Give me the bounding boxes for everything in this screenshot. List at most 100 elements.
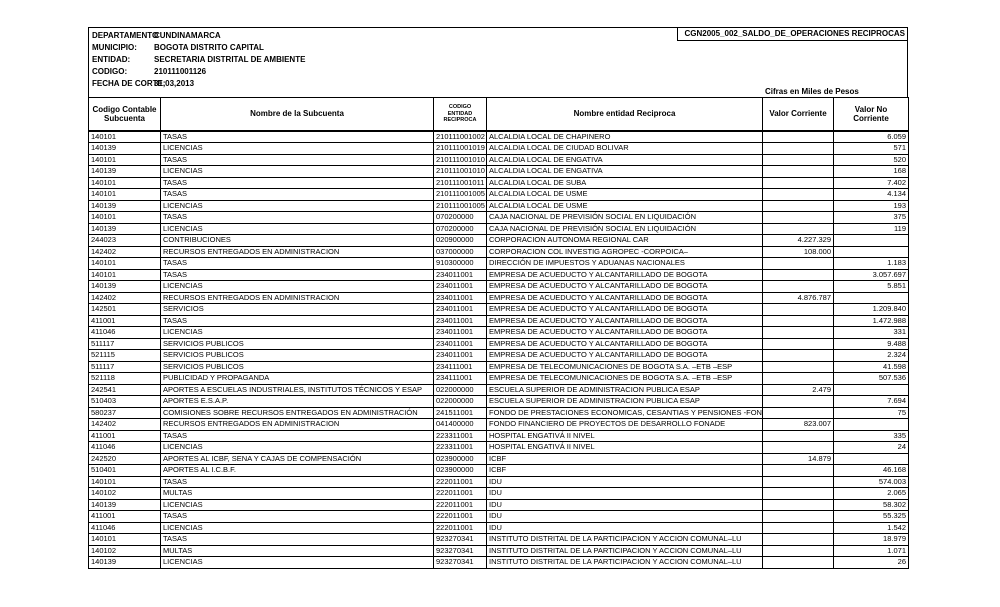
cell-valor-corriente (762, 395, 834, 408)
cell-valor-no-corriente: 6.059 (833, 130, 909, 143)
cell-valor-corriente (762, 257, 834, 270)
cell-codigo-entidad-reciproca: 234011001 (433, 268, 487, 281)
cell-nombre-subcuenta: LICENCIAS (160, 199, 434, 212)
cell-valor-corriente (762, 165, 834, 178)
cell-codigo-subcuenta: 140139 (88, 222, 161, 235)
meta-row-codigo: CODIGO: 210111001126 (92, 66, 907, 78)
cell-nombre-entidad-reciproca: ALCALDIA LOCAL DE USME (486, 199, 763, 212)
col-header-valor-no-corriente: Valor No Corriente (833, 97, 909, 132)
cell-codigo-entidad-reciproca: 222011001 (433, 498, 487, 511)
cell-nombre-subcuenta: TASAS (160, 314, 434, 327)
cell-nombre-entidad-reciproca: EMPRESA DE TELECOMUNICACIONES DE BOGOTA … (486, 360, 763, 373)
cell-nombre-entidad-reciproca: IDU (486, 510, 763, 523)
cell-nombre-entidad-reciproca: EMPRESA DE ACUEDUCTO Y ALCANTARILLADO DE… (486, 337, 763, 350)
cell-codigo-entidad-reciproca: 022000000 (433, 395, 487, 408)
col-header-codigo-entidad-reciproca: CODIGO ENTIDAD RECIPROCA (433, 97, 487, 132)
cell-codigo-entidad-reciproca: 223311001 (433, 429, 487, 442)
meta-label: MUNICIPIO: (92, 43, 137, 52)
cell-valor-corriente (762, 429, 834, 442)
cell-valor-corriente (762, 268, 834, 281)
cell-nombre-entidad-reciproca: ESCUELA SUPERIOR DE ADMINISTRACION PUBLI… (486, 395, 763, 408)
table-row: 242520 APORTES AL ICBF, SENA Y CAJAS DE … (88, 452, 909, 465)
cell-valor-no-corriente: 1.472.988 (833, 314, 909, 327)
cell-nombre-subcuenta: TASAS (160, 130, 434, 143)
cell-codigo-entidad-reciproca: 234011001 (433, 280, 487, 293)
cell-valor-no-corriente: 1.542 (833, 521, 909, 534)
table-row: 521118 PUBLICIDAD Y PROPAGANDA 234111001… (88, 372, 909, 385)
cell-valor-corriente (762, 349, 834, 362)
cell-codigo-entidad-reciproca: 210111001011 (433, 176, 487, 189)
cell-valor-no-corriente: 119 (833, 222, 909, 235)
cell-codigo-subcuenta: 140101 (88, 533, 161, 546)
cell-codigo-subcuenta: 411001 (88, 314, 161, 327)
cell-nombre-subcuenta: RECURSOS ENTREGADOS EN ADMINISTRACION (160, 291, 434, 304)
cell-valor-no-corriente: 24 (833, 441, 909, 454)
cell-nombre-subcuenta: LICENCIAS (160, 521, 434, 534)
table-row: 140139 LICENCIAS 070200000 CAJA NACIONAL… (88, 222, 909, 235)
cell-codigo-entidad-reciproca: 210111001005 (433, 199, 487, 212)
cell-codigo-subcuenta: 140139 (88, 498, 161, 511)
table-row: 411001 TASAS 222011001 IDU 55.325 (88, 510, 909, 523)
table-row: 411046 LICENCIAS 223311001 HOSPITAL ENGA… (88, 441, 909, 454)
table-row: 411046 LICENCIAS 234011001 EMPRESA DE AC… (88, 326, 909, 339)
cell-codigo-entidad-reciproca: 923270341 (433, 533, 487, 546)
cell-nombre-subcuenta: LICENCIAS (160, 280, 434, 293)
cell-nombre-subcuenta: COMISIONES SOBRE RECURSOS ENTREGADOS EN … (160, 406, 434, 419)
cell-valor-no-corriente: 41.598 (833, 360, 909, 373)
cell-codigo-entidad-reciproca: 210111001002 (433, 130, 487, 143)
cell-valor-corriente (762, 142, 834, 155)
cell-nombre-subcuenta: LICENCIAS (160, 441, 434, 454)
cell-codigo-entidad-reciproca: 210111001010 (433, 153, 487, 166)
cell-codigo-entidad-reciproca: 023900000 (433, 452, 487, 465)
cell-nombre-entidad-reciproca: EMPRESA DE ACUEDUCTO Y ALCANTARILLADO DE… (486, 291, 763, 304)
meta-value: SECRETARIA DISTRITAL DE AMBIENTE (154, 55, 306, 64)
cell-nombre-entidad-reciproca: ICBF (486, 464, 763, 477)
cell-valor-corriente (762, 510, 834, 523)
meta-value: 210111001126 (154, 67, 207, 76)
cell-valor-no-corriente: 46.168 (833, 464, 909, 477)
cell-valor-corriente: 4.876.787 (762, 291, 834, 304)
cell-codigo-subcuenta: 142402 (88, 291, 161, 304)
cell-nombre-entidad-reciproca: ALCALDIA LOCAL DE CIUDAD BOLIVAR (486, 142, 763, 155)
cell-valor-no-corriente (833, 245, 909, 258)
cell-valor-corriente (762, 326, 834, 339)
cell-valor-no-corriente (833, 452, 909, 465)
table-row: 140102 MULTAS 923270341 INSTITUTO DISTRI… (88, 544, 909, 557)
table-row: 140139 LICENCIAS 923270341 INSTITUTO DIS… (88, 556, 909, 569)
cell-valor-corriente (762, 556, 834, 569)
cell-codigo-entidad-reciproca: 234011001 (433, 337, 487, 350)
cell-nombre-subcuenta: LICENCIAS (160, 142, 434, 155)
cell-codigo-entidad-reciproca: 234111001 (433, 372, 487, 385)
report-sheet: CGN2005_002_SALDO_DE_OPERACIONES RECIPRO… (88, 27, 909, 569)
table-row: 521115 SERVICIOS PUBLICOS 234011001 EMPR… (88, 349, 909, 362)
cell-nombre-entidad-reciproca: EMPRESA DE ACUEDUCTO Y ALCANTARILLADO DE… (486, 314, 763, 327)
cell-codigo-subcuenta: 411046 (88, 441, 161, 454)
cell-nombre-entidad-reciproca: ALCALDIA LOCAL DE CHAPINERO (486, 130, 763, 143)
cell-codigo-subcuenta: 140101 (88, 257, 161, 270)
cell-codigo-subcuenta: 140139 (88, 165, 161, 178)
cell-codigo-entidad-reciproca: 241511001 (433, 406, 487, 419)
cell-valor-no-corriente: 75 (833, 406, 909, 419)
cell-nombre-subcuenta: APORTES AL I.C.B.F. (160, 464, 434, 477)
cell-valor-corriente (762, 441, 834, 454)
cell-valor-corriente (762, 498, 834, 511)
meta-label: ENTIDAD: (92, 55, 131, 64)
cell-codigo-subcuenta: 140101 (88, 268, 161, 281)
cell-codigo-entidad-reciproca: 070200000 (433, 222, 487, 235)
cell-valor-corriente: 14.879 (762, 452, 834, 465)
table-row: 244023 CONTRIBUCIONES 020900000 CORPORAC… (88, 234, 909, 247)
cell-codigo-subcuenta: 411001 (88, 510, 161, 523)
meta-label: FECHA DE CORTE: (92, 79, 166, 88)
cell-codigo-subcuenta: 140101 (88, 188, 161, 201)
cell-codigo-subcuenta: 510403 (88, 395, 161, 408)
report-title: CGN2005_002_SALDO_DE_OPERACIONES RECIPRO… (677, 28, 907, 41)
cell-valor-corriente (762, 314, 834, 327)
cell-valor-corriente (762, 475, 834, 488)
report-meta: DEPARTAMENTO CUNDINAMARCA MUNICIPIO: BOG… (89, 28, 907, 90)
cell-nombre-entidad-reciproca: INSTITUTO DISTRITAL DE LA PARTICIPACION … (486, 556, 763, 569)
table-row: 140139 LICENCIAS 210111001019 ALCALDIA L… (88, 142, 909, 155)
cell-codigo-subcuenta: 142501 (88, 303, 161, 316)
cell-codigo-entidad-reciproca: 070200000 (433, 211, 487, 224)
cell-nombre-subcuenta: SERVICIOS PUBLICOS (160, 337, 434, 350)
